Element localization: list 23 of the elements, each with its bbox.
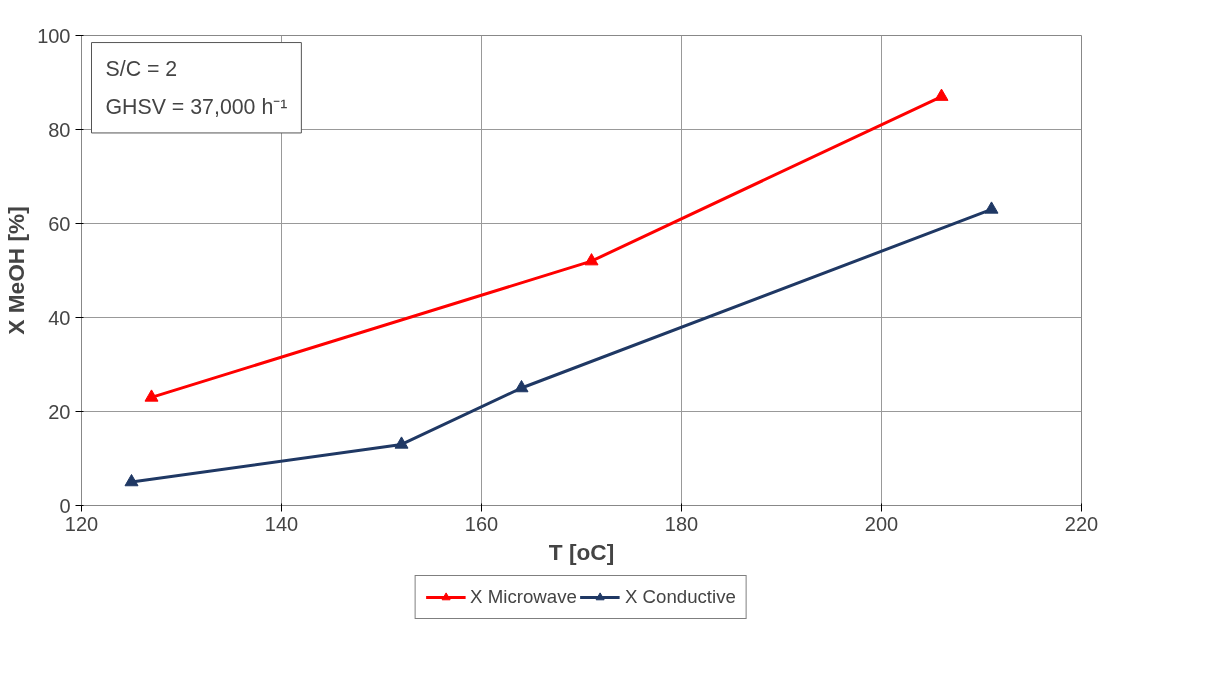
point	[144, 389, 159, 402]
y-tick-label: 80	[48, 118, 71, 141]
point	[934, 88, 949, 101]
x-tick-label: 160	[464, 512, 499, 535]
point	[584, 253, 599, 266]
y-tick-label: 60	[48, 212, 71, 235]
annotation: GHSV = 37,000 h⁻¹	[105, 94, 288, 119]
point	[124, 473, 139, 487]
point	[514, 379, 529, 393]
x-tick-label: 220	[1064, 512, 1099, 535]
x-tick-label: 140	[264, 512, 299, 535]
y-tick-label: 40	[48, 306, 71, 329]
legend-label: X Microwave	[470, 586, 577, 608]
point	[984, 201, 999, 214]
x-tick-label: 180	[664, 512, 699, 535]
point	[394, 436, 409, 449]
legend-label: X Conductive	[624, 586, 736, 608]
y-axis-title: X MeOH [%]	[3, 206, 30, 335]
x-axis-title: T [oC]	[548, 538, 615, 565]
x-tick-label: 200	[864, 512, 899, 535]
annotation: S/C = 2	[105, 56, 178, 81]
y-tick-label: 20	[48, 400, 71, 423]
y-tick-label: 100	[37, 24, 71, 47]
